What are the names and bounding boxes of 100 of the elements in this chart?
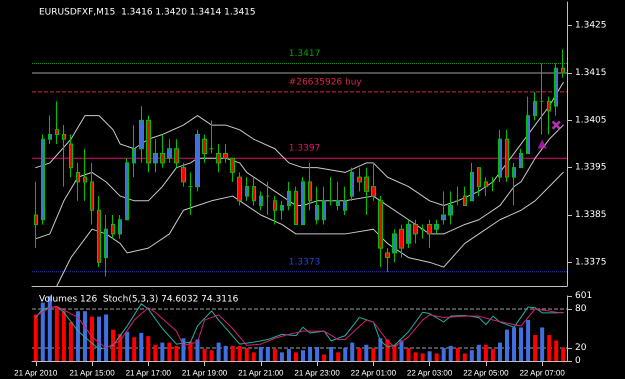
bar xyxy=(504,330,509,361)
bar xyxy=(146,336,150,361)
candlestick xyxy=(505,129,509,182)
candlestick xyxy=(329,176,333,206)
x-tick-label: 21 Apr 17:00 xyxy=(126,368,172,378)
bar xyxy=(280,352,284,361)
bar xyxy=(238,346,242,361)
bar xyxy=(350,342,354,361)
candlestick xyxy=(561,48,565,78)
candlestick xyxy=(308,162,312,211)
bar xyxy=(62,311,66,361)
candlestick xyxy=(41,134,45,225)
bar xyxy=(82,311,87,361)
bar xyxy=(301,350,306,361)
bar xyxy=(188,342,192,361)
bar xyxy=(125,332,130,361)
candlestick xyxy=(406,219,411,249)
bar xyxy=(76,311,80,361)
bar xyxy=(442,348,446,361)
bar xyxy=(174,346,178,361)
bar xyxy=(378,338,382,361)
bar xyxy=(230,346,235,361)
candlestick xyxy=(350,167,354,202)
candlestick xyxy=(491,176,495,192)
candlestick xyxy=(230,158,235,182)
bar xyxy=(68,322,73,361)
candlestick xyxy=(420,224,425,240)
bar xyxy=(111,330,116,361)
bar xyxy=(97,316,102,361)
bar xyxy=(476,344,481,361)
candlestick xyxy=(533,91,537,121)
candlestick xyxy=(118,214,122,240)
candlestick xyxy=(427,219,432,249)
x-tick-label: 21 Apr 21:00 xyxy=(238,368,284,378)
candlestick xyxy=(399,224,404,258)
x-tick-label: 21 Apr 23:00 xyxy=(294,368,340,378)
y-tick-label: 1.3395 xyxy=(575,162,606,173)
y-tick-label: 1.3425 xyxy=(575,20,606,31)
bar xyxy=(448,346,453,361)
bar xyxy=(322,354,326,361)
bar xyxy=(54,306,59,361)
candlestick xyxy=(498,129,502,182)
bar xyxy=(286,349,291,361)
bar xyxy=(540,327,544,361)
candlestick xyxy=(392,228,397,263)
bar xyxy=(364,344,368,361)
candlestick xyxy=(477,167,481,197)
candlestick xyxy=(34,181,38,249)
candlestick xyxy=(139,106,144,164)
candlestick xyxy=(280,200,284,220)
candlestick xyxy=(153,138,158,173)
bar xyxy=(498,342,502,361)
candlestick xyxy=(287,181,291,211)
candlestick xyxy=(463,186,467,206)
candlestick xyxy=(371,162,376,202)
y-tick-label: 1.3385 xyxy=(575,210,606,220)
candlestick xyxy=(111,214,115,240)
candlestick xyxy=(132,124,136,178)
ref-line-label: 1.3397 xyxy=(288,144,320,154)
candlestick xyxy=(259,190,263,211)
candlestick xyxy=(48,115,52,144)
bar xyxy=(470,350,474,361)
x-tick-label: 21 Apr 19:00 xyxy=(182,368,228,378)
bar xyxy=(406,348,411,361)
bar xyxy=(336,352,340,361)
candlestick xyxy=(104,214,108,278)
bar xyxy=(196,339,200,361)
bar xyxy=(526,320,530,361)
bar xyxy=(533,335,538,361)
bar xyxy=(139,332,144,361)
bar xyxy=(399,340,404,361)
candlestick xyxy=(167,138,172,164)
candlestick xyxy=(519,148,523,168)
bar xyxy=(34,314,38,361)
ref-line-label: #26635926 buy xyxy=(288,77,362,88)
candlestick xyxy=(455,186,460,206)
bar xyxy=(104,314,108,361)
candlestick xyxy=(301,176,305,225)
bar xyxy=(547,335,552,361)
y-tick-label: 601 xyxy=(575,291,592,301)
candlestick xyxy=(160,134,165,168)
candlestick xyxy=(202,134,207,164)
bar xyxy=(210,350,214,361)
candlestick xyxy=(512,162,516,206)
bar xyxy=(167,342,172,361)
line-series xyxy=(35,124,564,240)
candlestick xyxy=(434,219,439,234)
candlestick xyxy=(216,144,221,173)
candlestick xyxy=(174,138,179,168)
bar xyxy=(329,346,334,361)
bar xyxy=(294,352,298,361)
bar xyxy=(266,346,270,361)
candlestick xyxy=(181,162,186,188)
candlestick xyxy=(554,63,558,116)
bar xyxy=(512,327,516,361)
ref-line-label: 1.3417 xyxy=(288,49,320,60)
candlestick xyxy=(378,196,383,268)
y2-tick-label: 20 xyxy=(575,343,587,353)
x-tick-label: 22 Apr 07:00 xyxy=(519,368,566,378)
candlestick xyxy=(125,158,129,220)
